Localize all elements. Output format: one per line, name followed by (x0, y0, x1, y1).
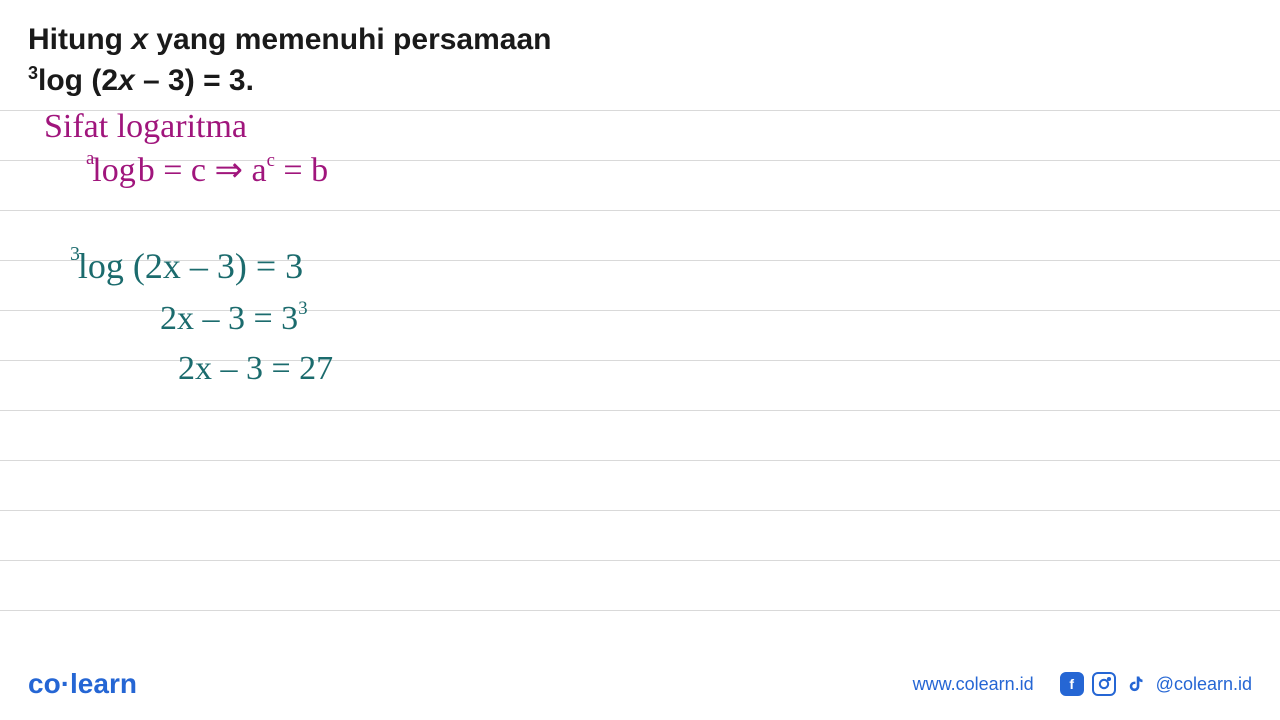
work-line-3: 2x – 3 = 27 (178, 350, 333, 388)
problem-statement: Hitung x yang memenuhi persamaan 3log (2… (28, 20, 1252, 101)
work-base: 3 (70, 243, 80, 265)
facebook-icon: f (1060, 672, 1084, 696)
problem-text: Hitung (28, 23, 131, 56)
page: Hitung x yang memenuhi persamaan 3log (2… (0, 0, 1280, 720)
handwriting-formula: alogb = c ⇒ ac = b (86, 150, 328, 190)
formula-b: b (138, 152, 155, 189)
formula-exp: c (267, 150, 275, 171)
problem-var-x: x (118, 64, 135, 97)
work-text: 2x – 3 = 27 (178, 350, 333, 387)
work-text: log (2x – 3) = 3 (78, 246, 303, 286)
work-exp: 3 (298, 298, 307, 319)
problem-text: – 3) = 3. (135, 64, 254, 97)
formula-base: a (86, 148, 94, 169)
logo-part: co (28, 668, 61, 699)
logo-dot: · (61, 668, 70, 699)
formula-eq: = c (155, 152, 206, 189)
problem-line-2: 3log (2x – 3) = 3. (28, 61, 1252, 102)
log-base: 3 (28, 63, 38, 83)
formula-a: a (252, 152, 267, 189)
formula-log: log (92, 152, 135, 189)
problem-var-x: x (131, 23, 148, 56)
heading-text: Sifat logaritma (44, 108, 247, 145)
work-text: 2x – 3 = 3 (160, 300, 298, 337)
logo-part: learn (70, 668, 137, 699)
handwriting-heading: Sifat logaritma (44, 108, 247, 146)
instagram-icon (1092, 672, 1116, 696)
social-handle: @colearn.id (1156, 674, 1252, 695)
formula-tail: = b (275, 152, 328, 189)
website-url: www.colearn.id (913, 674, 1034, 695)
social-group: f @colearn.id (1060, 672, 1252, 696)
work-line-1: 3log (2x – 3) = 3 (70, 245, 303, 287)
brand-logo: co·learn (28, 668, 137, 700)
footer-right: www.colearn.id f @colearn.id (913, 672, 1252, 696)
work-line-2: 2x – 3 = 33 (160, 300, 308, 338)
formula-arrow: ⇒ (206, 152, 252, 189)
problem-text: log (2 (38, 64, 118, 97)
tiktok-icon (1124, 672, 1148, 696)
footer: co·learn www.colearn.id f @colearn.id (0, 662, 1280, 706)
problem-line-1: Hitung x yang memenuhi persamaan (28, 20, 1252, 61)
problem-text: yang memenuhi persamaan (148, 23, 551, 56)
